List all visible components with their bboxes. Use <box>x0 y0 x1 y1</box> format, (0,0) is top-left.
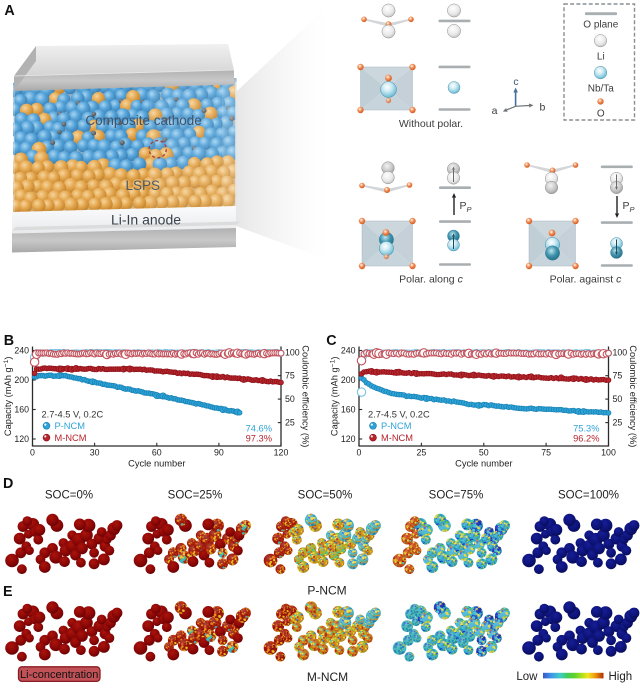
svg-text:P-NCM: P-NCM <box>307 584 346 598</box>
svg-text:0: 0 <box>30 448 35 458</box>
svg-text:120: 120 <box>341 434 356 444</box>
svg-text:100: 100 <box>285 347 300 357</box>
svg-text:96.2%: 96.2% <box>573 434 599 444</box>
svg-text:M-NCM: M-NCM <box>307 670 348 684</box>
svg-text:O plane: O plane <box>583 20 618 31</box>
svg-text:Capacity (mAh g−1): Capacity (mAh g−1) <box>330 357 340 437</box>
svg-text:97.3%: 97.3% <box>246 434 272 444</box>
svg-text:75: 75 <box>285 371 295 381</box>
svg-text:100: 100 <box>613 347 628 357</box>
svg-text:P: P <box>630 205 635 214</box>
svg-text:Coulombic efficiency (%): Coulombic efficiency (%) <box>301 345 311 447</box>
svg-text:C: C <box>326 333 336 349</box>
svg-text:a: a <box>492 105 498 117</box>
svg-text:120: 120 <box>274 448 289 458</box>
svg-text:Polar. along c: Polar. along c <box>399 274 463 286</box>
svg-text:25: 25 <box>417 448 427 458</box>
svg-text:Cycle number: Cycle number <box>455 459 512 469</box>
svg-text:200: 200 <box>14 375 29 385</box>
svg-text:SOC=0%: SOC=0% <box>45 490 93 502</box>
svg-text:Without polar.: Without polar. <box>399 118 463 130</box>
svg-text:D: D <box>3 476 13 492</box>
svg-text:50: 50 <box>613 394 623 404</box>
svg-text:Coulombic efficiency (%): Coulombic efficiency (%) <box>628 345 638 447</box>
svg-text:240: 240 <box>341 346 356 356</box>
svg-text:Capacity (mAh g−1): Capacity (mAh g−1) <box>3 357 13 437</box>
svg-text:LSPS: LSPS <box>126 178 161 193</box>
svg-text:2.7-4.5 V, 0.2C: 2.7-4.5 V, 0.2C <box>368 410 430 420</box>
svg-text:P: P <box>467 205 472 214</box>
svg-text:Nb/Ta: Nb/Ta <box>588 83 615 94</box>
svg-text:60: 60 <box>152 448 162 458</box>
svg-text:30: 30 <box>90 448 100 458</box>
svg-text:50: 50 <box>285 394 295 404</box>
svg-text:SOC=100%: SOC=100% <box>558 490 619 502</box>
svg-text:P: P <box>623 200 630 212</box>
svg-text:O: O <box>597 109 605 120</box>
svg-text:200: 200 <box>341 375 356 385</box>
svg-text:50: 50 <box>479 448 489 458</box>
svg-text:Cycle number: Cycle number <box>128 459 185 469</box>
svg-text:High: High <box>609 671 633 683</box>
svg-text:P-NCM: P-NCM <box>381 421 411 431</box>
svg-text:P-NCM: P-NCM <box>55 421 85 431</box>
svg-text:120: 120 <box>14 434 29 444</box>
svg-text:0: 0 <box>357 448 362 458</box>
svg-text:90: 90 <box>214 448 224 458</box>
svg-text:Li-In anode: Li-In anode <box>111 212 181 228</box>
svg-text:SOC=50%: SOC=50% <box>298 490 353 502</box>
svg-text:75: 75 <box>613 371 623 381</box>
svg-text:Li: Li <box>597 52 605 63</box>
svg-text:74.6%: 74.6% <box>246 424 272 434</box>
svg-text:Polar. against c: Polar. against c <box>550 274 623 286</box>
svg-text:M-NCM: M-NCM <box>381 433 413 443</box>
svg-text:25: 25 <box>613 418 623 428</box>
svg-text:75: 75 <box>541 448 551 458</box>
svg-text:160: 160 <box>341 405 356 415</box>
svg-text:c: c <box>513 76 518 88</box>
svg-text:SOC=25%: SOC=25% <box>168 490 223 502</box>
svg-text:240: 240 <box>14 346 29 356</box>
svg-text:A: A <box>4 3 14 19</box>
svg-text:160: 160 <box>14 405 29 415</box>
svg-text:SOC=75%: SOC=75% <box>429 490 484 502</box>
svg-text:Low: Low <box>516 671 538 683</box>
svg-text:100: 100 <box>601 448 616 458</box>
svg-text:P: P <box>460 200 467 212</box>
svg-text:b: b <box>540 102 546 114</box>
svg-text:25: 25 <box>285 418 295 428</box>
svg-text:Composite cathode: Composite cathode <box>85 113 201 128</box>
svg-text:E: E <box>3 584 13 600</box>
svg-text:B: B <box>4 333 14 349</box>
svg-text:M-NCM: M-NCM <box>55 433 87 443</box>
svg-text:2.7-4.5 V, 0.2C: 2.7-4.5 V, 0.2C <box>42 410 104 420</box>
svg-text:75.3%: 75.3% <box>573 424 599 434</box>
svg-text:Li-concentration: Li-concentration <box>20 669 98 681</box>
